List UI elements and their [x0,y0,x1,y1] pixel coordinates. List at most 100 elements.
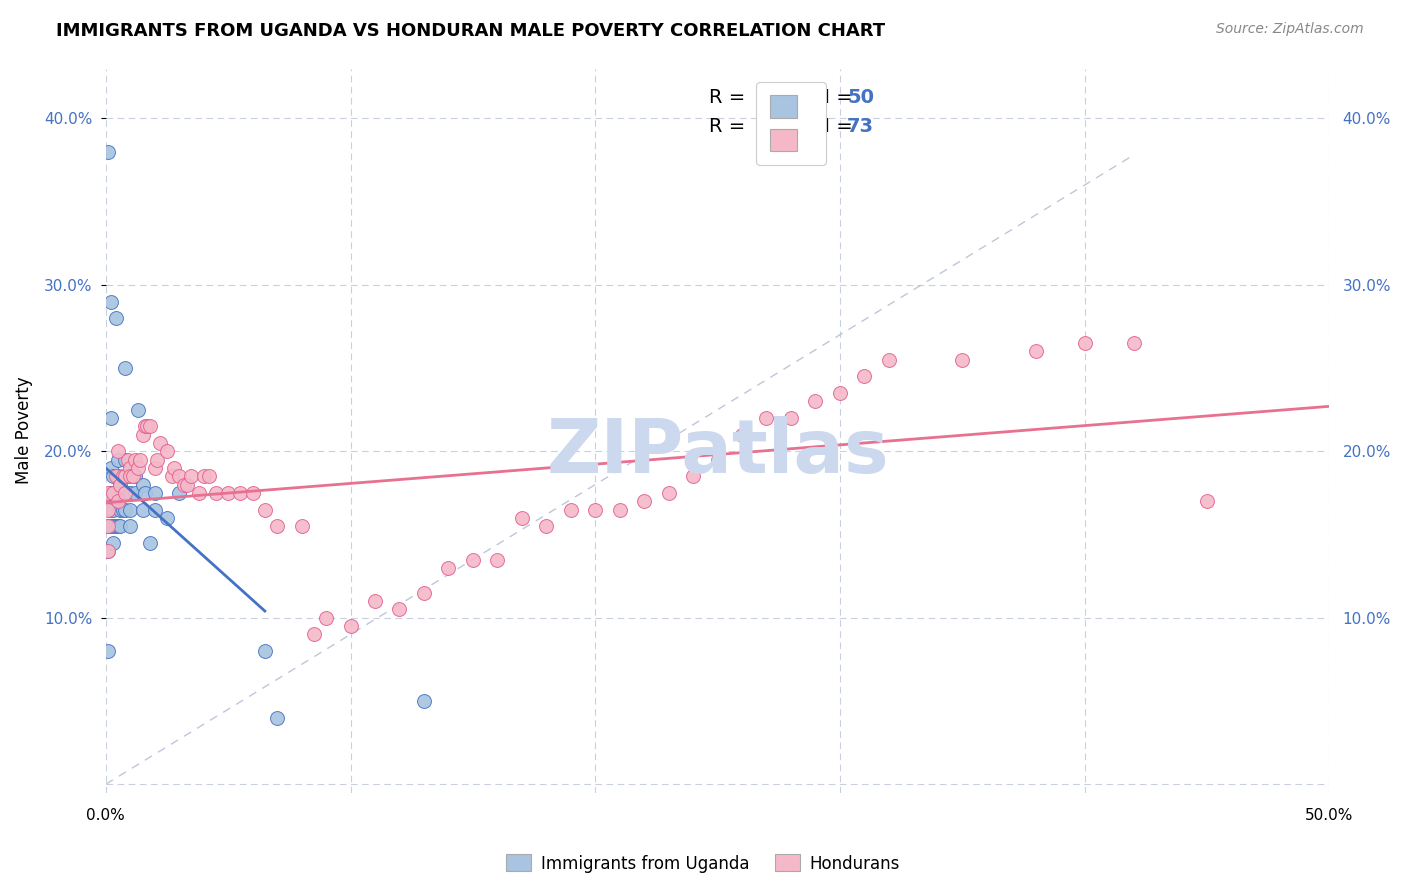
Point [117,486,139,500]
Point [205,486,228,500]
Point [124,452,146,467]
Point [127,402,149,417]
Point [315,611,337,625]
Point [413,586,436,600]
Point [101,486,124,500]
Point [156,444,179,458]
Point [302,627,325,641]
Text: 0.305: 0.305 [755,117,817,136]
Y-axis label: Male Poverty: Male Poverty [15,376,32,484]
Point [111,469,134,483]
Point [253,644,276,658]
Point [290,519,312,533]
Point [131,502,153,516]
Point [131,477,153,491]
Point [121,469,143,483]
Point [124,486,146,500]
Text: R =: R = [709,88,751,107]
Text: IMMIGRANTS FROM UGANDA VS HONDURAN MALE POVERTY CORRELATION CHART: IMMIGRANTS FROM UGANDA VS HONDURAN MALE … [56,22,886,40]
Point [107,469,129,483]
Point [583,502,606,516]
Point [101,536,124,550]
Point [266,710,288,724]
Text: N =: N = [803,117,859,136]
Point [173,477,195,491]
Point [510,511,533,525]
Point [633,494,655,508]
Point [339,619,361,633]
Point [120,486,142,500]
Point [97,486,120,500]
Point [143,486,166,500]
Point [143,502,166,516]
Point [120,461,142,475]
Point [217,486,239,500]
Text: R =: R = [709,117,751,136]
Point [100,486,122,500]
Point [117,469,139,483]
Point [107,486,129,500]
Point [242,486,264,500]
Point [139,419,162,434]
Point [101,486,124,500]
Point [853,369,876,384]
Point [100,411,122,425]
Point [163,461,186,475]
Point [97,544,120,558]
Point [134,419,156,434]
Point [536,519,558,533]
Text: 0.263: 0.263 [755,88,817,107]
Point [97,145,120,159]
Point [180,469,202,483]
Point [110,502,132,516]
Point [143,461,166,475]
Point [364,594,387,608]
Point [107,519,129,533]
Point [100,502,122,516]
Point [877,352,900,367]
Point [124,469,146,483]
Point [110,477,132,491]
Point [1122,336,1144,351]
Point [253,502,276,516]
Legend: , : , [756,82,825,165]
Point [104,311,127,326]
Point [127,461,149,475]
Point [176,477,198,491]
Point [609,502,631,516]
Point [413,694,436,708]
Text: Source: ZipAtlas.com: Source: ZipAtlas.com [1216,22,1364,37]
Point [114,469,136,483]
Point [731,427,754,442]
Point [560,502,582,516]
Text: 73: 73 [848,117,875,136]
Point [388,602,411,616]
Point [114,452,136,467]
Point [682,469,704,483]
Point [1025,344,1047,359]
Point [950,352,973,367]
Point [755,411,778,425]
Point [97,502,120,516]
Point [111,486,134,500]
Point [437,561,460,575]
Point [117,452,139,467]
Point [828,386,851,401]
Point [193,469,215,483]
Point [107,494,129,508]
Point [100,294,122,309]
Point [1195,494,1218,508]
Point [104,469,127,483]
Point [111,502,134,516]
Point [120,502,142,516]
Point [804,394,827,409]
Point [114,502,136,516]
Point [97,494,120,508]
Point [131,427,153,442]
Point [658,486,681,500]
Point [104,519,127,533]
Point [167,469,190,483]
Point [266,519,288,533]
Point [167,486,190,500]
Point [197,469,219,483]
